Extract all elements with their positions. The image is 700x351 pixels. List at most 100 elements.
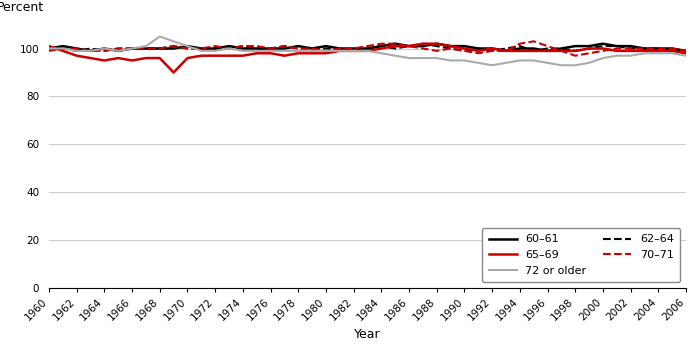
60–61	[419, 44, 427, 48]
60–61	[474, 46, 482, 51]
62–64	[86, 46, 94, 51]
70–71	[571, 54, 580, 58]
65–69	[654, 49, 662, 53]
70–71	[197, 46, 206, 51]
60–61	[211, 46, 219, 51]
Line: 60–61: 60–61	[49, 44, 686, 51]
65–69	[474, 49, 482, 53]
62–64	[128, 46, 136, 51]
62–64	[640, 46, 649, 51]
72 or older	[73, 49, 81, 53]
60–61	[488, 46, 496, 51]
72 or older	[363, 49, 372, 53]
62–64	[335, 46, 344, 51]
60–61	[253, 46, 261, 51]
60–61	[155, 46, 164, 51]
65–69	[502, 49, 510, 53]
70–71	[557, 49, 566, 53]
70–71	[391, 42, 400, 46]
72 or older	[100, 46, 108, 51]
65–69	[183, 56, 192, 60]
70–71	[654, 46, 662, 51]
62–64	[294, 46, 302, 51]
65–69	[377, 46, 386, 51]
62–64	[114, 46, 122, 51]
62–64	[267, 46, 275, 51]
72 or older	[183, 44, 192, 48]
60–61	[571, 44, 580, 48]
60–61	[502, 49, 510, 53]
72 or older	[45, 46, 53, 51]
Y-axis label: Percent: Percent	[0, 1, 44, 14]
62–64	[668, 49, 676, 53]
72 or older	[516, 58, 524, 62]
60–61	[280, 46, 288, 51]
62–64	[612, 44, 621, 48]
72 or older	[169, 39, 178, 44]
70–71	[419, 46, 427, 51]
60–61	[86, 49, 94, 53]
62–64	[488, 49, 496, 53]
65–69	[405, 44, 413, 48]
70–71	[516, 42, 524, 46]
60–61	[543, 49, 552, 53]
72 or older	[529, 58, 538, 62]
72 or older	[391, 54, 400, 58]
72 or older	[308, 49, 316, 53]
65–69	[571, 49, 580, 53]
60–61	[128, 46, 136, 51]
62–64	[363, 46, 372, 51]
70–71	[626, 46, 635, 51]
62–64	[543, 46, 552, 51]
70–71	[183, 46, 192, 51]
70–71	[86, 49, 94, 53]
70–71	[668, 46, 676, 51]
60–61	[557, 46, 566, 51]
60–61	[294, 44, 302, 48]
72 or older	[86, 49, 94, 53]
72 or older	[682, 54, 690, 58]
65–69	[197, 54, 206, 58]
65–69	[335, 49, 344, 53]
70–71	[363, 44, 372, 48]
65–69	[363, 49, 372, 53]
70–71	[155, 46, 164, 51]
62–64	[59, 46, 67, 51]
60–61	[197, 46, 206, 51]
65–69	[225, 54, 233, 58]
70–71	[45, 49, 53, 53]
65–69	[557, 49, 566, 53]
65–69	[391, 44, 400, 48]
62–64	[460, 49, 468, 53]
72 or older	[225, 46, 233, 51]
60–61	[239, 46, 247, 51]
65–69	[86, 56, 94, 60]
65–69	[668, 49, 676, 53]
62–64	[322, 46, 330, 51]
62–64	[529, 49, 538, 53]
72 or older	[335, 49, 344, 53]
72 or older	[488, 63, 496, 67]
70–71	[405, 44, 413, 48]
72 or older	[447, 58, 455, 62]
70–71	[100, 49, 108, 53]
65–69	[211, 54, 219, 58]
65–69	[433, 42, 441, 46]
72 or older	[474, 61, 482, 65]
Line: 65–69: 65–69	[49, 44, 686, 72]
70–71	[682, 49, 690, 53]
65–69	[128, 58, 136, 62]
60–61	[612, 44, 621, 48]
65–69	[349, 49, 358, 53]
Line: 70–71: 70–71	[49, 41, 686, 56]
72 or older	[640, 51, 649, 55]
60–61	[447, 44, 455, 48]
70–71	[488, 49, 496, 53]
62–64	[141, 46, 150, 51]
70–71	[73, 46, 81, 51]
70–71	[529, 39, 538, 44]
60–61	[460, 44, 468, 48]
62–64	[419, 42, 427, 46]
62–64	[377, 44, 386, 48]
60–61	[73, 46, 81, 51]
